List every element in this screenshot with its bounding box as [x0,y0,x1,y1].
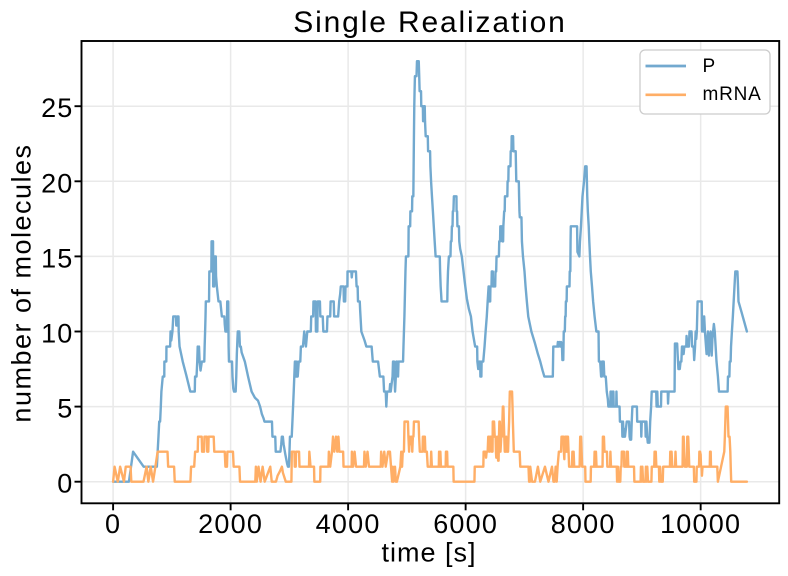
svg-text:mRNA: mRNA [703,84,762,105]
svg-text:Single Realization: Single Realization [293,6,566,39]
svg-text:2000: 2000 [198,509,263,539]
svg-text:25: 25 [41,93,73,123]
svg-text:0: 0 [57,469,73,499]
svg-text:number of molecules: number of molecules [7,143,37,422]
svg-text:P: P [703,56,716,77]
svg-text:8000: 8000 [551,509,616,539]
svg-text:0: 0 [105,509,121,539]
svg-text:10: 10 [41,319,73,349]
svg-text:5: 5 [57,394,73,424]
svg-text:4000: 4000 [316,509,381,539]
svg-text:6000: 6000 [433,509,498,539]
svg-text:15: 15 [41,243,73,273]
svg-text:20: 20 [41,168,73,198]
svg-text:10000: 10000 [660,509,741,539]
svg-text:time [s]: time [s] [381,538,476,568]
